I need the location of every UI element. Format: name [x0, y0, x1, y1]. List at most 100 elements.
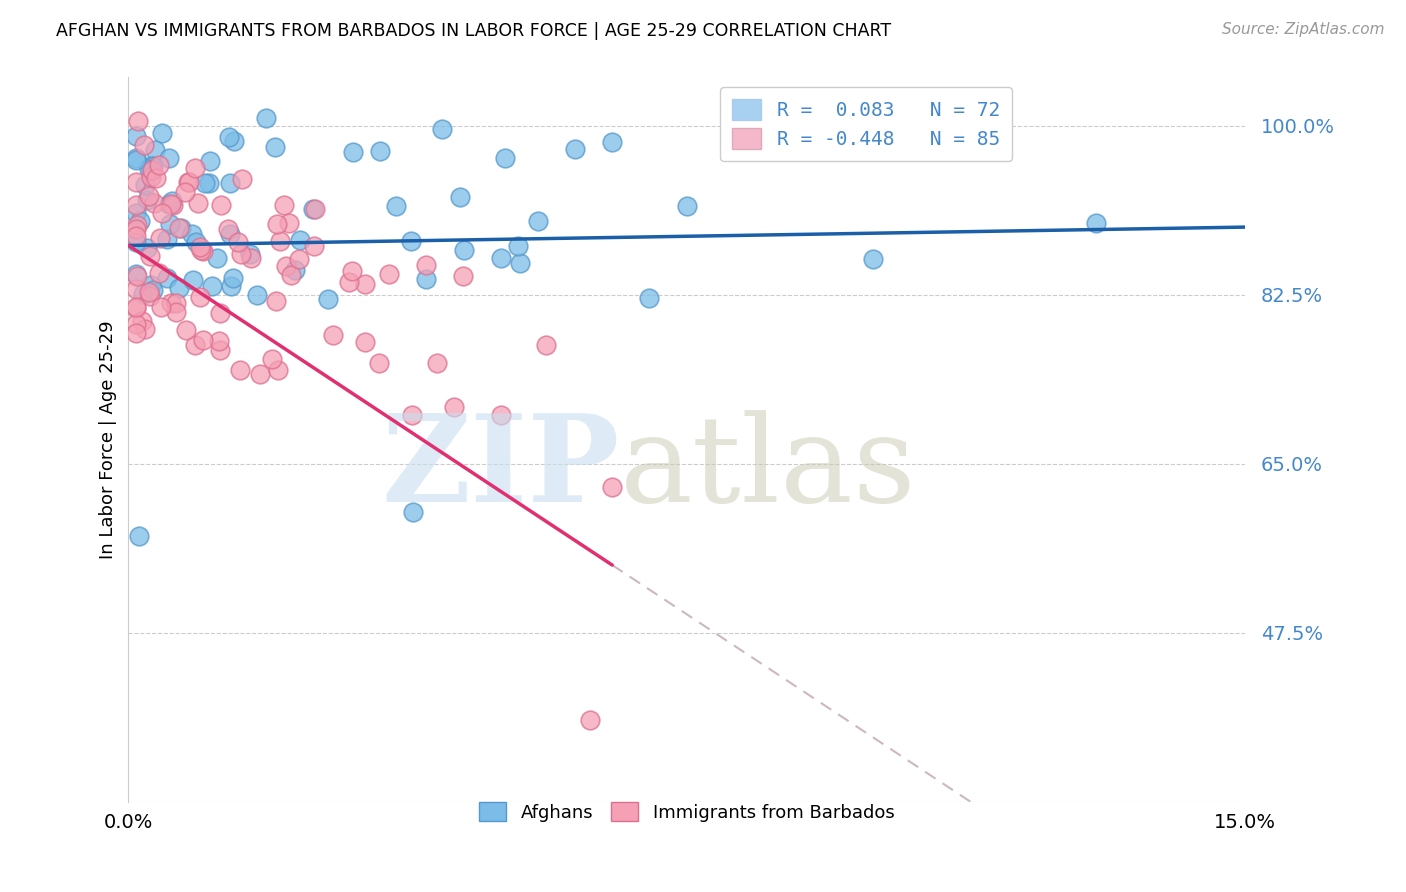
Point: [304, 202, 326, 216]
Point: [205, 251, 228, 265]
Point: [453, 243, 475, 257]
Point: [150, 126, 173, 140]
Point: [402, 505, 425, 519]
Point: [128, 529, 150, 543]
Point: [157, 196, 180, 211]
Point: [508, 239, 530, 253]
Point: [219, 227, 242, 241]
Point: [287, 252, 309, 267]
Point: [125, 301, 148, 315]
Y-axis label: In Labor Force | Age 25-29: In Labor Force | Age 25-29: [100, 320, 117, 558]
Point: [267, 363, 290, 377]
Point: [188, 240, 211, 254]
Point: [415, 258, 437, 272]
Point: [249, 368, 271, 382]
Point: [426, 356, 449, 370]
Point: [449, 189, 471, 203]
Point: [219, 278, 242, 293]
Point: [125, 198, 148, 212]
Point: [125, 267, 148, 281]
Point: [787, 128, 810, 142]
Point: [162, 198, 184, 212]
Point: [125, 222, 148, 236]
Point: [136, 241, 159, 255]
Point: [159, 296, 181, 310]
Point: [156, 271, 179, 285]
Point: [156, 232, 179, 246]
Point: [274, 259, 297, 273]
Point: [218, 129, 240, 144]
Point: [385, 199, 408, 213]
Point: [209, 197, 232, 211]
Point: [443, 401, 465, 415]
Point: [494, 151, 516, 165]
Point: [322, 327, 344, 342]
Point: [125, 326, 148, 341]
Point: [125, 151, 148, 165]
Point: [145, 171, 167, 186]
Point: [184, 161, 207, 175]
Point: [600, 480, 623, 494]
Point: [302, 238, 325, 252]
Point: [1084, 216, 1107, 230]
Point: [264, 293, 287, 308]
Point: [564, 143, 586, 157]
Point: [125, 301, 148, 315]
Point: [264, 140, 287, 154]
Point: [217, 222, 239, 236]
Point: [170, 221, 193, 235]
Point: [125, 153, 148, 167]
Point: [165, 295, 187, 310]
Point: [125, 175, 148, 189]
Point: [337, 275, 360, 289]
Point: [526, 214, 548, 228]
Point: [262, 351, 284, 366]
Text: AFGHAN VS IMMIGRANTS FROM BARBADOS IN LABOR FORCE | AGE 25-29 CORRELATION CHART: AFGHAN VS IMMIGRANTS FROM BARBADOS IN LA…: [56, 22, 891, 40]
Point: [353, 277, 375, 292]
Point: [138, 189, 160, 203]
Point: [134, 178, 156, 193]
Point: [125, 229, 148, 244]
Point: [509, 256, 531, 270]
Point: [148, 266, 170, 280]
Legend: Afghans, Immigrants from Barbados: Afghans, Immigrants from Barbados: [471, 795, 901, 829]
Point: [401, 234, 423, 248]
Point: [176, 323, 198, 337]
Point: [139, 162, 162, 177]
Point: [184, 338, 207, 352]
Point: [149, 300, 172, 314]
Point: [131, 314, 153, 328]
Point: [200, 153, 222, 168]
Point: [269, 235, 291, 249]
Point: [378, 268, 401, 282]
Point: [208, 343, 231, 357]
Point: [190, 243, 212, 257]
Point: [219, 177, 242, 191]
Point: [125, 128, 148, 143]
Point: [224, 134, 246, 148]
Point: [200, 279, 222, 293]
Text: ZIP: ZIP: [381, 409, 620, 527]
Point: [187, 196, 209, 211]
Point: [284, 263, 307, 277]
Point: [138, 161, 160, 176]
Point: [302, 202, 325, 216]
Point: [157, 151, 180, 165]
Point: [191, 333, 214, 347]
Point: [451, 268, 474, 283]
Point: [125, 318, 148, 332]
Point: [246, 288, 269, 302]
Point: [141, 162, 163, 177]
Point: [534, 338, 557, 352]
Point: [159, 197, 181, 211]
Point: [125, 235, 148, 249]
Point: [142, 159, 165, 173]
Point: [143, 196, 166, 211]
Point: [273, 198, 295, 212]
Point: [159, 217, 181, 231]
Point: [280, 268, 302, 282]
Point: [134, 321, 156, 335]
Point: [186, 235, 208, 250]
Point: [162, 194, 184, 208]
Point: [239, 247, 262, 261]
